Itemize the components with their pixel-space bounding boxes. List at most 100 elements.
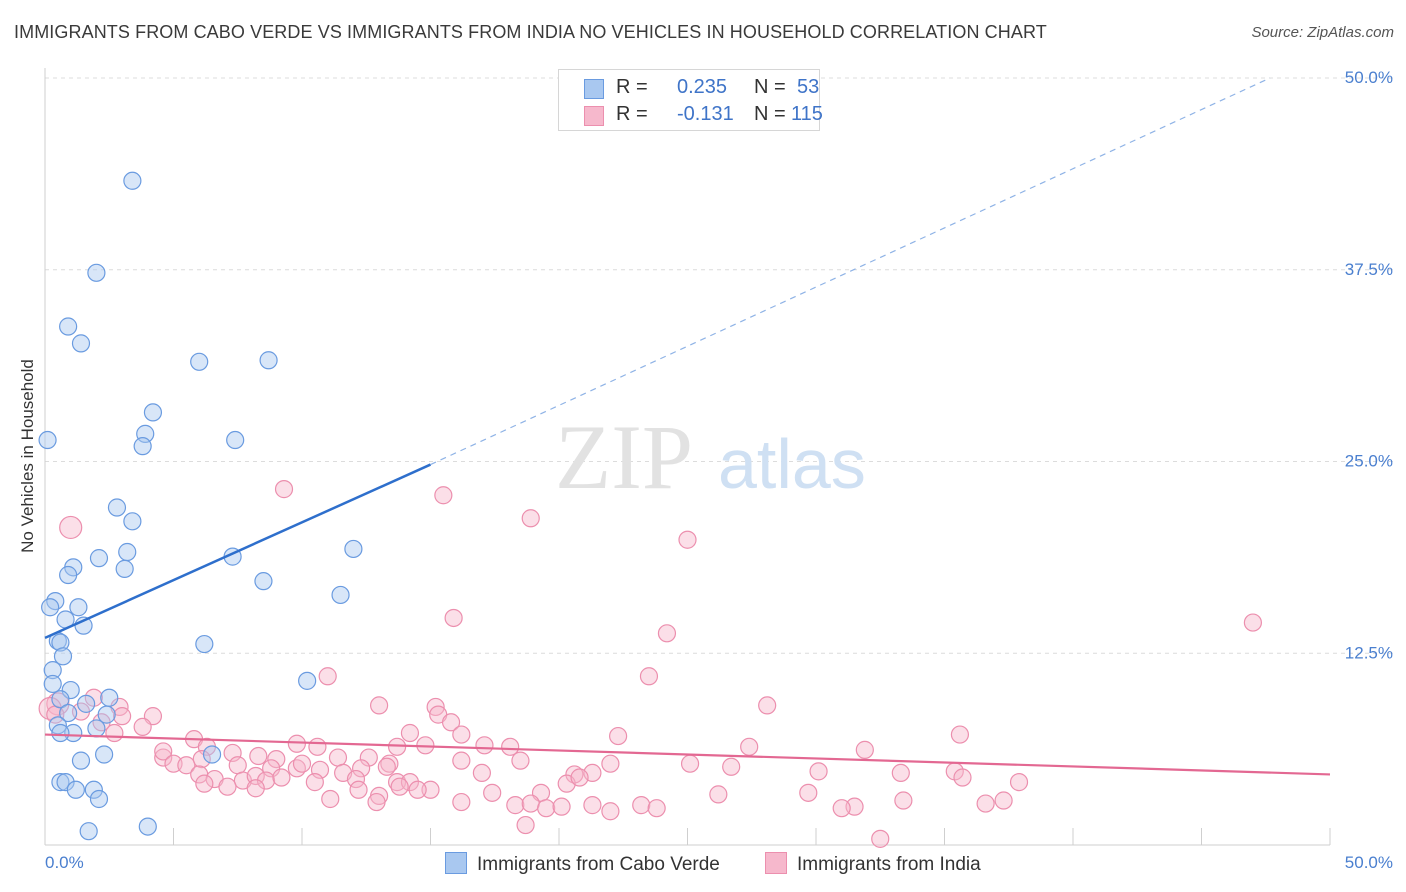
india-point [680,754,700,773]
legend-label: Immigrants from India [797,854,981,875]
india-point [740,737,759,756]
india-point [953,768,972,787]
india-point [346,769,366,789]
india-point [601,802,620,821]
blue-swatch [584,79,604,99]
y-tick-label: 50.0% [1345,68,1393,87]
india-point [537,799,556,818]
india-point [894,791,913,810]
cabo-verde-point [38,430,57,450]
india-point [444,608,463,628]
cabo-verde-point [59,565,78,585]
cabo-verde-point [66,780,85,799]
india-point [678,530,697,549]
cabo-verde-point [100,688,119,707]
cabo-verde-point [61,680,80,700]
pink-swatch [765,852,787,874]
cabo-verde-point [51,690,70,709]
watermark-zip: ZIP [555,406,693,508]
cabo-verde-point [53,647,73,666]
india-point [218,777,237,796]
india-point [267,749,286,769]
regression-lines [44,77,1331,776]
pink-swatch [584,106,604,126]
cabo-verde-point [89,549,109,568]
correlation-legend: R = 0.235 N = 53 R = -0.131 N = 115 [558,69,823,131]
india-point [609,726,628,746]
cabo-verde-point [254,572,273,591]
india-point [501,737,520,756]
cabo-verde-points [38,171,363,841]
india-point [228,756,247,775]
india-point [452,725,471,744]
india-point [434,486,453,505]
india-point [472,763,491,783]
india-point [133,717,152,736]
india-point [506,796,525,815]
india-point [380,754,399,773]
legend-n-value: 115 [791,103,823,125]
legend-r-value: -0.131 [677,103,734,125]
india-point [177,756,196,775]
x-tick-label: 0.0% [45,853,84,872]
cabo-verde-point [138,817,157,836]
blue-swatch [445,852,467,874]
india-point [511,751,530,770]
legend-r-value: 0.235 [677,76,728,98]
india-point [799,783,818,802]
india-point [367,792,386,812]
india-point [377,757,396,776]
india-point [387,737,407,756]
gridlines [45,77,1395,654]
cabo-verde-point [43,661,62,680]
india-point [390,777,409,796]
cabo-verde-point [95,745,114,764]
india-point [195,774,214,793]
india-point [647,799,666,818]
india-point [318,667,337,686]
india-point [552,797,571,816]
india-point [483,783,502,802]
y-axis-label: No Vehicles in Household [18,359,37,553]
india-point [370,696,389,715]
india-point [256,771,276,790]
india-point [287,734,306,753]
india-point [274,480,294,499]
cabo-verde-point [56,773,75,792]
cabo-verde-point [202,745,222,764]
india-point [1009,773,1029,792]
cabo-verde-point [51,773,70,792]
india-point [565,765,584,784]
india-point [328,748,348,767]
watermark-atlas: atlas [718,425,866,503]
legend-r-label: R = [616,76,648,98]
india-point [601,754,620,773]
india-point [105,723,124,743]
india-point [722,757,741,776]
y-tick-label: 37.5% [1345,260,1393,279]
india-point [321,789,340,809]
cabo-verde-point [195,634,214,654]
cabo-verde-point [69,598,88,617]
india-point [521,509,540,528]
india-point [272,768,291,787]
chart-title: IMMIGRANTS FROM CABO VERDE VS IMMIGRANTS… [14,22,1047,42]
india-point [249,746,268,766]
cabo-verde-point [77,694,96,713]
cabo-verde-point [118,542,137,562]
x-tick-label: 50.0% [1345,853,1393,872]
cabo-verde-point [298,671,317,690]
india-point [639,667,659,686]
india-point [292,754,312,773]
india-point [994,791,1013,810]
india-point [855,740,874,759]
india-point [308,737,327,756]
india-point [809,762,828,781]
india-point [516,815,535,835]
india-point [305,773,324,792]
india-point [112,707,132,726]
cabo-verde-point [89,789,109,809]
cabo-verde-point [64,723,83,743]
cabo-verde-point [41,598,60,617]
